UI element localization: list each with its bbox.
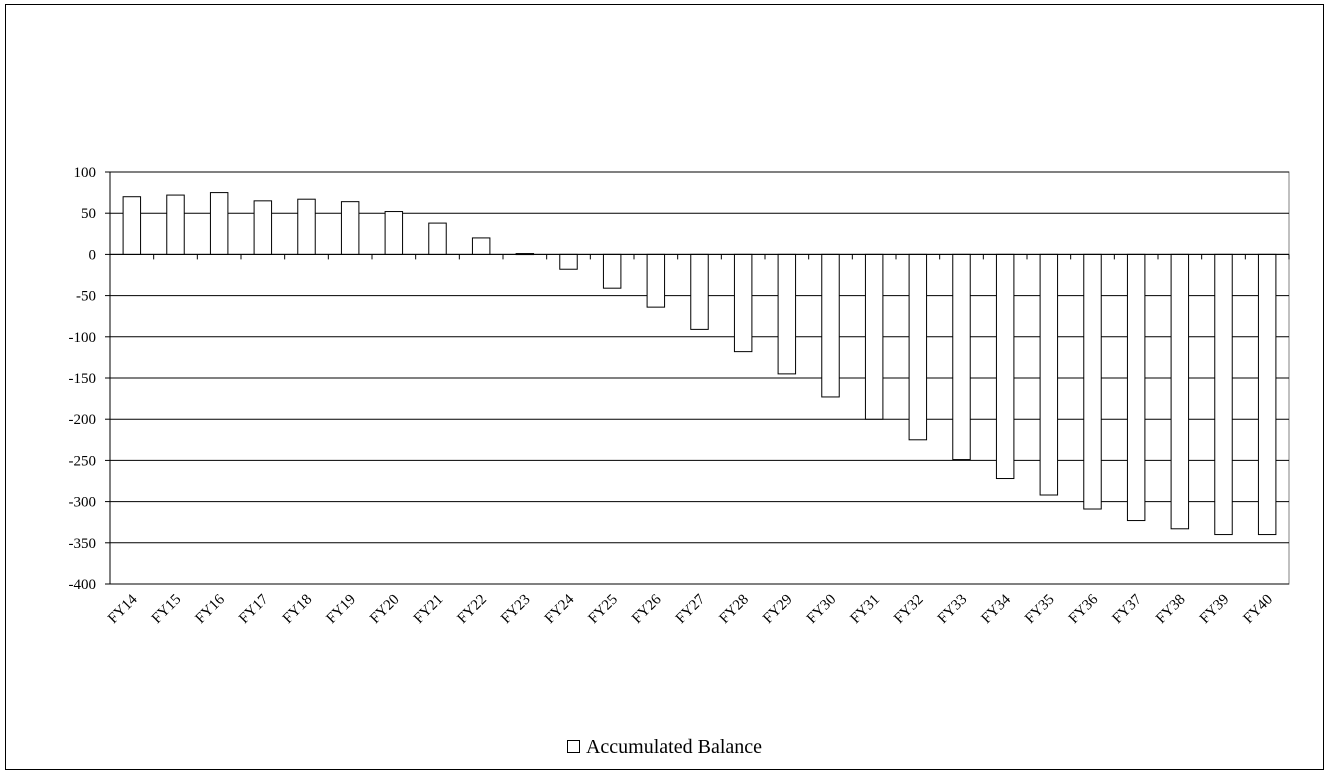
y-tick-labels: 100 50 0 -50 -100 -150 -200 -250 -300 -350 -400 [69,165,97,593]
bar-fy37 [1126,253,1146,522]
bar-fy34 [995,253,1015,480]
x-tick-label: FY22 [455,592,490,627]
bar-fy27 [690,253,709,330]
bar-fy16 [209,192,229,255]
bar-fy15 [166,194,185,255]
x-tick-label: FY17 [236,591,272,627]
x-tick-label: FY38 [1153,592,1188,627]
bar-fy29 [777,253,797,375]
bar-fy30 [821,253,840,398]
x-tick-labels: FY14 FY15 FY16 FY17 FY18 FY19 FY20 FY21 FY22 FY23… [105,591,1276,627]
y-tick-label: -350 [69,536,97,552]
x-tick-label: FY24 [542,591,578,627]
bar-fy20 [384,211,404,255]
y-tick-label: 0 [89,247,97,263]
bar-fy35 [1039,253,1059,496]
bar-fy25 [602,253,622,289]
legend: Accumulated Balance [0,736,1329,759]
chart-frame [5,4,1324,770]
x-tick-label: FY14 [105,591,141,627]
x-tick-label: FY35 [1022,592,1057,627]
y-tick-label: -400 [69,577,97,593]
bar-fy39 [1214,253,1233,536]
bar-fy24 [559,253,578,270]
bar-fy28 [733,253,753,353]
y-tick-label: -200 [69,412,97,428]
gridlines [109,171,1290,585]
bar-fy14 [122,196,142,255]
x-tick-label: FY18 [280,592,315,627]
bar-fy31 [864,253,884,420]
legend-label: Accumulated Balance [585,736,763,758]
x-tick-label: FY36 [1066,591,1102,627]
legend-swatch [566,739,580,753]
x-tick-label: FY27 [673,591,709,627]
y-tick-label: -50 [76,289,96,305]
x-tick-label: FY15 [149,592,184,627]
x-tick-label: FY19 [324,592,359,627]
bar-fy36 [1083,253,1102,510]
bar-fy22 [471,237,491,255]
bars [122,192,1277,536]
x-tick-label: FY40 [1241,592,1276,627]
y-tick-label: -100 [69,330,97,346]
bar-fy33 [952,253,971,461]
x-tick-label: FY23 [498,592,533,627]
x-tick-label: FY37 [1110,591,1146,627]
x-tick-label: FY20 [367,592,402,627]
y-tick-label: -150 [69,371,97,387]
bar-fy21 [428,222,447,255]
x-tick-label: FY16 [193,591,229,627]
y-tick-label: -300 [69,495,97,511]
x-tick-label: FY29 [760,592,795,627]
x-tick-label: FY33 [935,592,970,627]
bar-fy38 [1170,253,1190,530]
x-tick-label: FY30 [804,592,839,627]
y-tick-label: 100 [74,165,97,181]
x-tick-label: FY28 [717,592,752,627]
x-tick-label: FY39 [1197,592,1232,627]
bar-fy18 [297,198,316,255]
bar-fy40 [1257,253,1277,536]
x-tick-label: FY34 [979,591,1015,627]
bar-fy32 [908,253,928,441]
x-tick-label: FY26 [629,591,665,627]
bar-fy17 [253,200,273,255]
y-tick-label: 50 [81,206,96,222]
x-tick-label: FY21 [411,592,446,627]
bar-fy26 [646,253,666,308]
x-tick-label: FY25 [586,592,621,627]
bar-fy19 [340,201,360,255]
axes [105,171,1290,585]
x-tick-label: FY32 [891,592,926,627]
x-tick-label: FY31 [848,592,883,627]
y-tick-label: -250 [69,453,97,469]
